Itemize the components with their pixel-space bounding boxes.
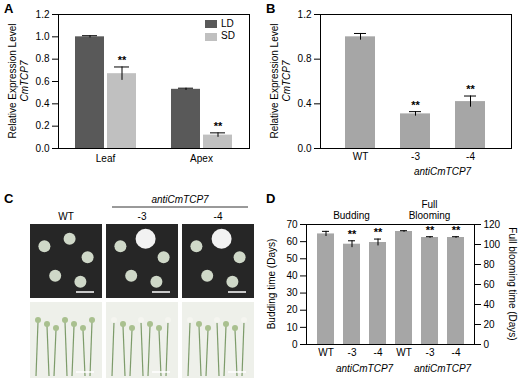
html-text:A: A: [4, 1, 14, 16]
html-text:Leaf: Leaf: [95, 152, 116, 164]
html-text:Relative Expression Level: Relative Expression Level: [6, 23, 18, 139]
svg-text:60: 60: [484, 279, 496, 290]
svg-text:-4: -4: [466, 151, 475, 162]
svg-text:20: 20: [484, 319, 496, 330]
html-text:D: D: [266, 191, 276, 206]
svg-text:50: 50: [286, 253, 298, 264]
html-text:-4: -4: [213, 210, 223, 222]
svg-text:30: 30: [286, 287, 298, 298]
svg-text:100: 100: [484, 239, 501, 250]
svg-text:20: 20: [286, 304, 298, 315]
html-text:Full Blooming: Full Blooming: [408, 199, 451, 221]
svg-text:0.8: 0.8: [298, 53, 312, 64]
html-text:antiCmTCP7: antiCmTCP7: [151, 193, 209, 205]
html-text:antiCmTCP7: antiCmTCP7: [413, 165, 472, 177]
html-text:antiCmTCP7: antiCmTCP7: [413, 362, 472, 374]
html-text:Apex: Apex: [190, 152, 213, 164]
svg-text:1.2: 1.2: [36, 9, 50, 20]
html-text:WT: WT: [58, 210, 74, 222]
svg-text:WT: WT: [396, 347, 412, 358]
html-text:CmTCP7: CmTCP7: [18, 60, 30, 102]
svg-text:**: **: [466, 83, 475, 95]
svg-text:0.4: 0.4: [298, 98, 312, 109]
svg-text:**: **: [348, 228, 357, 240]
svg-text:1.0: 1.0: [36, 31, 50, 42]
svg-text:0: 0: [484, 339, 490, 350]
svg-text:-4: -4: [374, 347, 383, 358]
svg-text:80: 80: [484, 259, 496, 270]
svg-text:10: 10: [286, 322, 298, 333]
svg-text:40: 40: [286, 270, 298, 281]
svg-text:**: **: [426, 224, 435, 236]
svg-text:-3: -3: [348, 347, 357, 358]
svg-text:0: 0: [292, 339, 298, 350]
html-text:antiCmTCP7: antiCmTCP7: [335, 362, 394, 374]
svg-text:**: **: [411, 99, 420, 111]
html-text:C: C: [4, 191, 14, 206]
svg-text:1.2: 1.2: [298, 9, 312, 20]
svg-text:**: **: [118, 54, 127, 66]
svg-text:-3: -3: [411, 151, 420, 162]
svg-text:**: **: [374, 226, 383, 238]
svg-text:0.0: 0.0: [36, 143, 50, 154]
svg-text:40: 40: [484, 299, 496, 310]
svg-text:60: 60: [286, 236, 298, 247]
svg-text:-4: -4: [452, 347, 461, 358]
svg-text:0.4: 0.4: [36, 98, 50, 109]
svg-text:0.6: 0.6: [36, 76, 50, 87]
html-text:Budding time (Days): Budding time (Days): [265, 238, 277, 330]
html-text:LD: LD: [221, 18, 234, 30]
html-text:B: B: [266, 1, 276, 16]
html-text:Budding: Budding: [333, 210, 370, 221]
html-text:SD: SD: [221, 30, 235, 42]
svg-text:0.0: 0.0: [298, 143, 312, 154]
svg-text:**: **: [214, 120, 223, 132]
html-text:-3: -3: [137, 210, 147, 222]
svg-text:WT: WT: [318, 347, 334, 358]
svg-text:WT: WT: [353, 151, 369, 162]
svg-text:0.8: 0.8: [36, 53, 50, 64]
svg-text:70: 70: [286, 219, 298, 230]
html-text:Full blooming time (Days): Full blooming time (Days): [506, 227, 518, 341]
html-text:CmTCP7: CmTCP7: [280, 60, 292, 102]
html-text:Relative Expression Level: Relative Expression Level: [268, 23, 280, 139]
svg-text:-3: -3: [426, 347, 435, 358]
svg-text:**: **: [452, 224, 461, 236]
svg-text:0.2: 0.2: [36, 120, 50, 131]
svg-text:120: 120: [484, 219, 501, 230]
